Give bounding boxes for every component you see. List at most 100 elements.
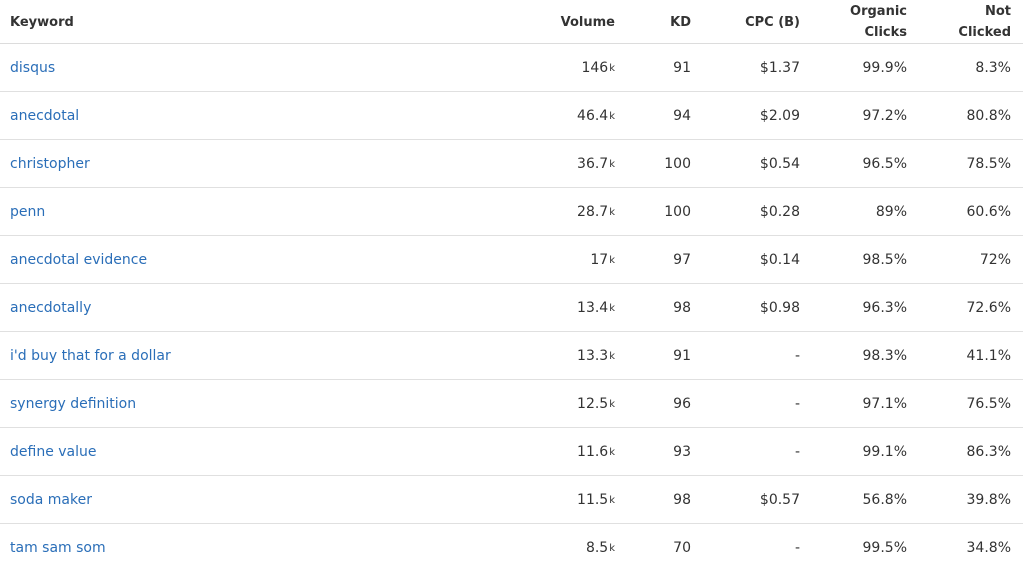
volume-suffix: k — [609, 399, 615, 410]
keyword-link[interactable]: anecdotally — [10, 299, 92, 316]
volume-value: 36.7 — [577, 155, 609, 172]
volume-cell: 13.3 k — [495, 332, 615, 379]
not-clicked-cell: 86.3% — [921, 428, 1011, 475]
keyword-link[interactable]: christopher — [10, 155, 90, 172]
keyword-cell: tam sam som — [10, 524, 510, 571]
cpc-value: - — [794, 539, 800, 556]
cpc-value: - — [794, 347, 800, 364]
not-clicked-cell: 76.5% — [921, 380, 1011, 427]
volume-suffix: k — [609, 159, 615, 170]
organic-clicks-cell: 98.5% — [817, 236, 907, 283]
cpc-value: $2.09 — [759, 107, 800, 124]
column-header-organic-clicks[interactable]: Organic Clicks — [817, 0, 907, 44]
volume-cell: 8.5 k — [495, 524, 615, 571]
volume-value: 46.4 — [577, 107, 609, 124]
column-header-kd-label: KD — [670, 14, 691, 30]
organic-clicks-cell: 96.5% — [817, 140, 907, 187]
keyword-link[interactable]: tam sam som — [10, 539, 106, 556]
kd-value: 98 — [673, 299, 691, 316]
not-clicked-value: 39.8% — [966, 491, 1011, 508]
not-clicked-cell: 39.8% — [921, 476, 1011, 523]
volume-cell: 28.7 k — [495, 188, 615, 235]
cpc-cell: $0.28 — [720, 188, 800, 235]
volume-suffix: k — [609, 207, 615, 218]
column-header-organic-line1: Organic — [850, 4, 907, 19]
volume-suffix: k — [609, 351, 615, 362]
kd-value: 97 — [673, 251, 691, 268]
table-row: penn 28.7 k 100 $0.28 89% 60.6% — [0, 188, 1023, 236]
volume-value: 13.4 — [577, 299, 609, 316]
column-header-cpc-label: CPC (B) — [745, 14, 800, 30]
keyword-link[interactable]: disqus — [10, 59, 56, 76]
organic-clicks-value: 98.3% — [862, 347, 907, 364]
not-clicked-cell: 34.8% — [921, 524, 1011, 571]
not-clicked-value: 72.6% — [966, 299, 1011, 316]
organic-clicks-value: 89% — [875, 203, 907, 220]
not-clicked-value: 41.1% — [966, 347, 1011, 364]
keyword-cell: anecdotal — [10, 92, 510, 139]
not-clicked-cell: 60.6% — [921, 188, 1011, 235]
not-clicked-cell: 72.6% — [921, 284, 1011, 331]
volume-suffix: k — [609, 63, 615, 74]
kd-value: 93 — [673, 443, 691, 460]
cpc-cell: $0.14 — [720, 236, 800, 283]
column-header-not-clicked-stack: Not Clicked — [958, 1, 1011, 43]
table-row: anecdotal evidence 17 k 97 $0.14 98.5% 72% — [0, 236, 1023, 284]
kd-value: 98 — [673, 491, 691, 508]
table-row: define value 11.6 k 93 - 99.1% 86.3% — [0, 428, 1023, 476]
column-header-volume[interactable]: Volume — [495, 0, 615, 44]
table-row: i'd buy that for a dollar 13.3 k 91 - 98.3% 41… — [0, 332, 1023, 380]
not-clicked-value: 72% — [979, 251, 1011, 268]
cpc-cell: $0.98 — [720, 284, 800, 331]
keyword-link[interactable]: i'd buy that for a dollar — [10, 347, 171, 364]
table-row: soda maker 11.5 k 98 $0.57 56.8% 39.8% — [0, 476, 1023, 524]
keyword-link[interactable]: anecdotal — [10, 107, 80, 124]
cpc-cell: - — [720, 524, 800, 571]
kd-value: 100 — [664, 155, 691, 172]
organic-clicks-value: 96.5% — [862, 155, 907, 172]
column-header-keyword[interactable]: Keyword — [10, 0, 510, 44]
column-header-cpc[interactable]: CPC (B) — [720, 0, 800, 44]
volume-cell: 12.5 k — [495, 380, 615, 427]
volume-cell: 11.5 k — [495, 476, 615, 523]
volume-value: 13.3 — [577, 347, 609, 364]
kd-value: 91 — [673, 59, 691, 76]
volume-cell: 46.4 k — [495, 92, 615, 139]
table-row: tam sam som 8.5 k 70 - 99.5% 34.8% — [0, 524, 1023, 572]
organic-clicks-cell: 98.3% — [817, 332, 907, 379]
volume-value: 12.5 — [577, 395, 609, 412]
kd-cell: 97 — [631, 236, 691, 283]
keyword-link[interactable]: anecdotal evidence — [10, 251, 148, 268]
column-header-not-clicked-line2: Clicked — [958, 25, 1011, 40]
keyword-link[interactable]: soda maker — [10, 491, 92, 508]
volume-value: 11.6 — [577, 443, 609, 460]
kd-value: 100 — [664, 203, 691, 220]
cpc-cell: $0.57 — [720, 476, 800, 523]
cpc-value: $0.57 — [759, 491, 800, 508]
table-header-row: Keyword Volume KD CPC (B) Organic Clicks… — [0, 0, 1023, 44]
organic-clicks-cell: 56.8% — [817, 476, 907, 523]
volume-cell: 17 k — [495, 236, 615, 283]
volume-suffix: k — [609, 303, 615, 314]
not-clicked-cell: 72% — [921, 236, 1011, 283]
not-clicked-value: 78.5% — [966, 155, 1011, 172]
volume-cell: 146 k — [495, 44, 615, 91]
volume-cell: 13.4 k — [495, 284, 615, 331]
table-row: christopher 36.7 k 100 $0.54 96.5% 78.5% — [0, 140, 1023, 188]
cpc-cell: - — [720, 428, 800, 475]
keyword-cell: anecdotal evidence — [10, 236, 510, 283]
not-clicked-value: 34.8% — [966, 539, 1011, 556]
kd-value: 70 — [673, 539, 691, 556]
cpc-cell: $2.09 — [720, 92, 800, 139]
column-header-organic-clicks-stack: Organic Clicks — [850, 1, 907, 43]
keyword-link[interactable]: penn — [10, 203, 46, 220]
keyword-link[interactable]: define value — [10, 443, 97, 460]
keyword-cell: disqus — [10, 44, 510, 91]
column-header-kd[interactable]: KD — [631, 0, 691, 44]
organic-clicks-value: 98.5% — [862, 251, 907, 268]
volume-suffix: k — [609, 543, 615, 554]
column-header-not-clicked[interactable]: Not Clicked — [921, 0, 1011, 44]
volume-suffix: k — [609, 111, 615, 122]
table-row: disqus 146 k 91 $1.37 99.9% 8.3% — [0, 44, 1023, 92]
keyword-link[interactable]: synergy definition — [10, 395, 137, 412]
